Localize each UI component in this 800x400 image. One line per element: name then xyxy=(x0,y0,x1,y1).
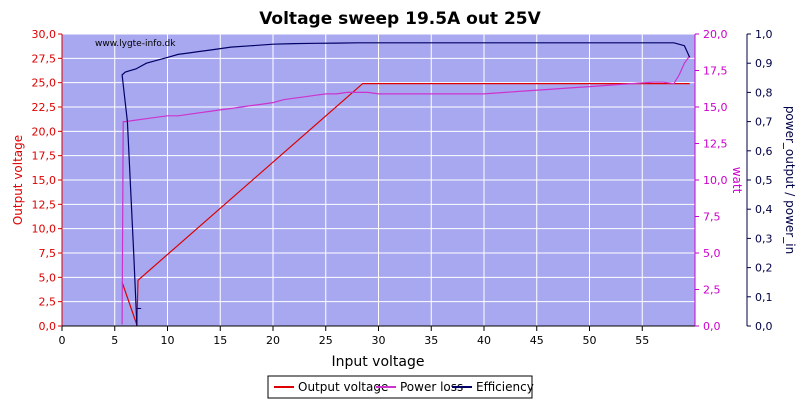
x-tick-label: 55 xyxy=(635,334,649,347)
watt-tick-label: 2,5 xyxy=(703,284,721,297)
efficiency-tick-label: 0,6 xyxy=(755,145,773,158)
series-lines xyxy=(121,42,691,327)
efficiency-tick-label: 0,7 xyxy=(755,116,773,129)
left-tick-label: 30,0 xyxy=(32,28,57,41)
watt-tick-label: 10,0 xyxy=(703,174,728,187)
watt-tick-label: 7,5 xyxy=(703,211,721,224)
left-tick-label: 17,5 xyxy=(32,150,57,163)
legend: Output voltage Power loss Efficiency xyxy=(267,375,534,399)
axes: 0 5 10 15 20 25 30 35 40 45 50 55 0,0 2,5 5,0 7,5 10,0 12… xyxy=(32,28,773,347)
watt-tick-label: 17,5 xyxy=(703,65,728,78)
x-tick-label: 35 xyxy=(424,334,438,347)
x-tick-label: 50 xyxy=(583,334,597,347)
series-line-power-loss xyxy=(121,55,691,325)
series-line-output-voltage xyxy=(121,82,690,326)
efficiency-tick-label: 0,9 xyxy=(755,57,773,70)
left-tick-label: 15,0 xyxy=(32,174,57,187)
left-tick-label: 12,5 xyxy=(32,198,57,211)
watermark: www.lygte-info.dk xyxy=(95,39,176,49)
chart-title: Voltage sweep 19.5A out 25V xyxy=(259,9,541,29)
x-tick-label: 5 xyxy=(111,334,118,347)
left-tick-label: 25,0 xyxy=(32,77,57,90)
efficiency-tick-label: 0,2 xyxy=(755,262,773,275)
efficiency-tick-label: 0,1 xyxy=(755,291,773,304)
left-tick-label: 7,5 xyxy=(39,247,57,260)
left-tick-label: 22,5 xyxy=(32,101,57,114)
watt-tick-label: 12,5 xyxy=(703,138,728,151)
watt-tick-label: 20,0 xyxy=(703,28,728,41)
left-axis-label: Output voltage xyxy=(11,135,25,225)
left-tick-label: 10,0 xyxy=(32,223,57,236)
left-tick-label: 27,5 xyxy=(32,52,57,65)
legend-box xyxy=(267,375,533,399)
x-tick-label: 20 xyxy=(266,334,280,347)
efficiency-tick-label: 1,0 xyxy=(755,28,773,41)
watt-tick-label: 0,0 xyxy=(703,320,721,333)
x-tick-label: 25 xyxy=(319,334,333,347)
right-axis-label-efficiency: power_output / power_in xyxy=(783,106,797,254)
efficiency-tick-label: 0,4 xyxy=(755,203,773,216)
left-tick-label: 5,0 xyxy=(39,271,57,284)
left-tick-label: 2,5 xyxy=(39,296,57,309)
efficiency-tick-label: 0,0 xyxy=(755,320,773,333)
grid-lines xyxy=(61,33,695,327)
efficiency-tick-label: 0,3 xyxy=(755,232,773,245)
watt-tick-label: 5,0 xyxy=(703,247,721,260)
legend-item-label: Output voltage xyxy=(298,380,388,394)
legend-item-label: Efficiency xyxy=(476,380,534,394)
legend-item-label: Power loss xyxy=(400,380,463,394)
watt-tick-label: 15,0 xyxy=(703,101,728,114)
x-tick-label: 30 xyxy=(372,334,386,347)
efficiency-tick-label: 0,5 xyxy=(755,174,773,187)
right-axis-label-watt: watt xyxy=(730,167,744,194)
series-line-efficiency xyxy=(121,42,691,327)
x-tick-label: 15 xyxy=(213,334,227,347)
x-tick-label: 45 xyxy=(530,334,544,347)
x-tick-label: 10 xyxy=(161,334,175,347)
left-tick-label: 20,0 xyxy=(32,125,57,138)
x-tick-label: 0 xyxy=(59,334,66,347)
x-axis-label: Input voltage xyxy=(331,354,424,370)
left-tick-label: 0,0 xyxy=(39,320,57,333)
x-tick-label: 40 xyxy=(477,334,491,347)
efficiency-tick-label: 0,8 xyxy=(755,86,773,99)
